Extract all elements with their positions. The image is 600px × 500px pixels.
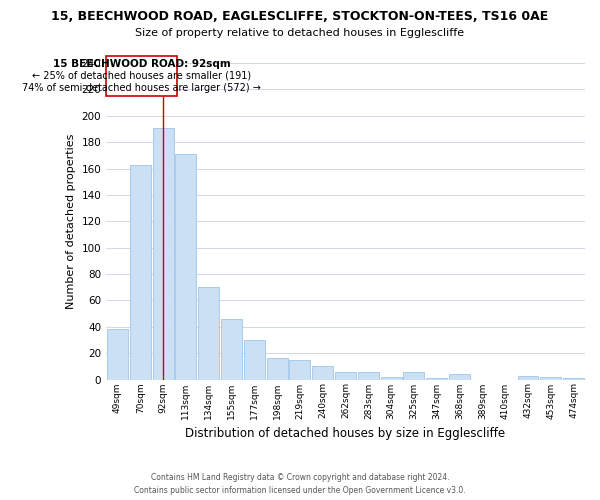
Bar (358, 372, 379, 380)
Bar (152, 128, 173, 380)
Text: ← 25% of detached houses are smaller (191): ← 25% of detached houses are smaller (19… (32, 71, 251, 81)
Bar (335, 372, 356, 380)
Bar (312, 366, 333, 380)
Bar (541, 377, 561, 380)
Bar (403, 372, 424, 380)
X-axis label: Distribution of detached houses by size in Egglescliffe: Distribution of detached houses by size … (185, 427, 506, 440)
Bar (266, 358, 287, 380)
Text: Contains HM Land Registry data © Crown copyright and database right 2024.
Contai: Contains HM Land Registry data © Crown c… (134, 473, 466, 495)
Text: 15, BEECHWOOD ROAD, EAGLESCLIFFE, STOCKTON-ON-TEES, TS16 0AE: 15, BEECHWOOD ROAD, EAGLESCLIFFE, STOCKT… (52, 10, 548, 23)
Bar (563, 378, 584, 380)
Y-axis label: Number of detached properties: Number of detached properties (66, 134, 76, 309)
Bar (518, 376, 538, 380)
Bar (244, 340, 265, 380)
Text: 74% of semi-detached houses are larger (572) →: 74% of semi-detached houses are larger (… (22, 83, 261, 93)
Bar (380, 377, 401, 380)
Bar (221, 319, 242, 380)
Bar (198, 287, 219, 380)
Bar (175, 154, 196, 380)
Bar (289, 360, 310, 380)
Bar (107, 330, 128, 380)
Bar (106, 56, 177, 96)
Bar (449, 374, 470, 380)
Bar (130, 164, 151, 380)
Bar (426, 378, 447, 380)
Text: Size of property relative to detached houses in Egglescliffe: Size of property relative to detached ho… (136, 28, 464, 38)
Text: 15 BEECHWOOD ROAD: 92sqm: 15 BEECHWOOD ROAD: 92sqm (53, 59, 230, 69)
